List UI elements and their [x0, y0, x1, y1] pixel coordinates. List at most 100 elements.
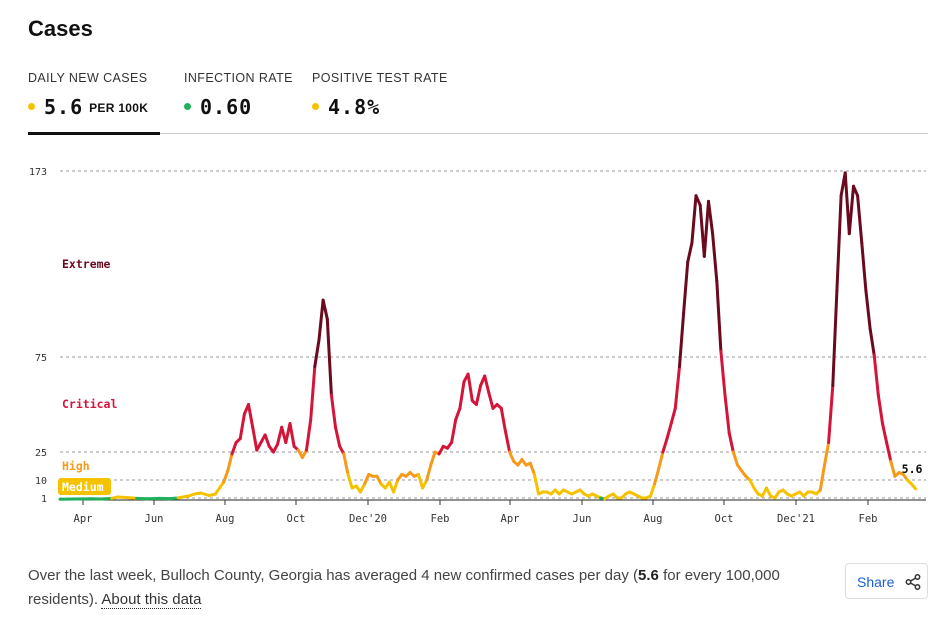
series-line-segment [487, 391, 495, 410]
share-button[interactable]: Share [845, 563, 928, 599]
series-line-segment [860, 241, 868, 293]
series-line-segment [872, 353, 880, 397]
x-tick-label: Feb [859, 513, 878, 525]
series-line-segment [661, 437, 669, 454]
metric-label: POSITIVE TEST RATE [312, 71, 448, 85]
series-line-segment [363, 472, 371, 486]
series-line-segment [309, 365, 317, 422]
series-line-segment [317, 298, 325, 342]
zone-label-extreme: Extreme [62, 257, 111, 271]
series-line-segment [450, 418, 458, 444]
about-data-link[interactable]: About this data [101, 591, 202, 609]
metric-value: 5.6 [44, 95, 84, 119]
share-label: Share [857, 574, 895, 590]
series-line-segment [313, 338, 321, 368]
series-line-segment [669, 406, 677, 425]
series-line-segment [678, 311, 686, 368]
series-line-segment [694, 194, 702, 207]
series-line-segment [305, 418, 313, 452]
x-tick-label: Feb [431, 513, 450, 525]
series-line-segment [251, 425, 259, 452]
y-tick-label: 173 [29, 167, 47, 178]
series-line-segment [222, 469, 230, 484]
series-line-segment [416, 472, 425, 490]
series-line-segment [702, 199, 710, 258]
series-line-segment [876, 393, 884, 425]
summary-text: Over the last week, Bulloch County, Geor… [28, 567, 780, 609]
metric-value-row: 4.8% [312, 95, 380, 119]
series-line-segment [508, 450, 516, 463]
series-line-segment [889, 459, 897, 478]
series-line-segment [864, 289, 872, 330]
zone-label-critical: Critical [62, 397, 117, 411]
series-line-segment [528, 461, 536, 476]
series-line-segment [831, 289, 839, 387]
metric-value: 4.8% [328, 95, 381, 119]
series-line-segment [852, 184, 860, 198]
series-line-segment [226, 452, 234, 473]
series-line-segment [843, 171, 851, 236]
series-line-segment [910, 482, 918, 491]
x-tick-label: Dec'20 [349, 513, 387, 525]
series-line-segment [881, 422, 889, 444]
tab-infection-rate[interactable]: INFECTION RATE 0.60 [184, 62, 294, 132]
series-line-segment [247, 403, 255, 429]
x-tick-label: Apr [501, 513, 520, 525]
cases-chart: 173 75 25 10 1 Apr Jun Aug Oct Dec'20 Feb Apr Jun Aug… [29, 167, 926, 525]
series-line-segment [334, 425, 342, 448]
series-line-segment [454, 406, 462, 422]
metric-unit: PER 100K [89, 101, 149, 115]
series-line-segment [425, 463, 433, 482]
series-line-segment [483, 374, 491, 395]
series-line-segment [116, 495, 130, 500]
series-line-segment [321, 298, 329, 321]
y-tick-label: 1 [41, 494, 47, 505]
series-line-segment [358, 482, 367, 494]
series-line-segment [325, 317, 333, 397]
series-line-segment [885, 441, 893, 463]
x-tick-label: Dec'21 [777, 513, 815, 525]
series-line-segment [653, 467, 661, 486]
series-line-segment [213, 480, 226, 496]
metric-value-row: 0.60 [184, 95, 252, 119]
series-line-segment [474, 384, 483, 406]
series-line-segment [230, 441, 238, 456]
series-line-segment [723, 393, 731, 435]
series-line-segment [868, 327, 876, 357]
y-tick-label: 10 [35, 476, 47, 487]
series-line-segment [238, 412, 246, 441]
zone-label-high: High [62, 459, 90, 473]
series-line-segment [665, 422, 673, 441]
series-line-segment [346, 472, 354, 490]
metric-tabs: DAILY NEW CASES 5.6 PER 100K INFECTION RA… [28, 62, 928, 135]
x-tick-label: Jun [573, 513, 592, 525]
tab-positive-test-rate[interactable]: POSITIVE TEST RATE 4.8% [312, 62, 447, 132]
series-line-segment [673, 365, 681, 410]
metric-value-row: 5.6 PER 100K [28, 95, 148, 119]
metric-value: 0.60 [200, 95, 253, 119]
series-line-segment [818, 463, 826, 492]
x-tick-label: Oct [715, 513, 734, 525]
series-line-segment [727, 431, 735, 454]
end-value-label: 5.6 [902, 462, 923, 476]
summary-value: 5.6 [638, 567, 659, 584]
share-icon [905, 574, 921, 590]
series-line-segment [429, 450, 437, 467]
tab-daily-new-cases[interactable]: DAILY NEW CASES 5.6 PER 100K [28, 62, 160, 135]
status-dot [184, 103, 191, 111]
x-tick-label: Aug [644, 513, 663, 525]
series-line-segment [731, 450, 739, 467]
series-line-segment [99, 496, 114, 501]
series-line-segment [823, 441, 831, 467]
x-tick-label: Aug [216, 513, 235, 525]
series-line-segment [392, 478, 400, 494]
series-line-segment [856, 194, 864, 245]
series-line-segment [466, 372, 474, 403]
series-line-segment [329, 393, 337, 429]
series-line-segment [835, 194, 843, 293]
x-tick-label: Oct [287, 513, 306, 525]
series-line-segment [176, 494, 190, 500]
zone-label-bg [58, 478, 111, 495]
x-tick-label: Jun [145, 513, 164, 525]
series-line-segment [682, 260, 690, 315]
